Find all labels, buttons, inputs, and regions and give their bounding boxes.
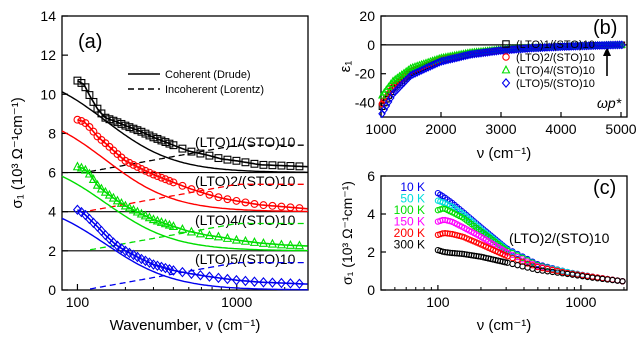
data-point (620, 279, 625, 284)
y-tick-label: 10 (40, 86, 56, 102)
y-tick-label: 4 (48, 204, 56, 220)
panel-c-sample-label: (LTO)2/(STO)10 (509, 230, 610, 246)
y-tick-label: 4 (367, 206, 375, 222)
x-tick-label: 1000 (365, 121, 396, 137)
plasma-frequency-label: ωp* (597, 95, 622, 111)
y-tick-label: 2 (367, 244, 375, 260)
panel-c-label: (c) (593, 177, 616, 199)
y-axis-title: ε₁ (337, 61, 354, 73)
y-tick-label: 6 (367, 168, 375, 184)
y-tick-label: 0 (48, 282, 56, 298)
y-tick-label: 14 (40, 8, 56, 24)
sample-label-5: (LTO)5/(STO)10 (195, 251, 296, 267)
x-tick-label: 100 (66, 294, 90, 310)
data-point (515, 263, 520, 268)
data-point (510, 261, 515, 266)
legend-label: (LTO)2/(STO)10 (516, 52, 595, 64)
panel-a-legend: Coherent (Drude) Incoherent (Lorentz) (128, 69, 264, 96)
drude-curve (62, 92, 308, 173)
x-tick-label: 4000 (545, 121, 576, 137)
panel-b: (b) ωp* -40 -20 0 20 1000 2000 3000 4000 5000 ν (… (337, 8, 637, 162)
temperature-label: 300 K (394, 238, 425, 252)
plot-frame (62, 16, 308, 290)
y-tick-label: 12 (40, 47, 56, 63)
sample-label-2: (LTO)2/(STO)10 (195, 173, 296, 189)
panel-c: (c) (LTO)2/(STO)10 0 2 4 6 100 1000 ν (cm⁻¹) σ₁… (339, 168, 627, 334)
panel-b-label: (b) (593, 17, 617, 39)
x-axis-title: Wavenumber, ν (cm⁻¹) (110, 317, 261, 334)
x-tick-label: 1000 (221, 294, 252, 310)
legend-label: (LTO)4/(STO)10 (516, 65, 595, 77)
y-axis-title: σ₁ (10³ Ω⁻¹cm⁻¹) (339, 181, 355, 285)
legend-incoherent-label: Incoherent (Lorentz) (165, 84, 264, 96)
y-tick-label: -40 (355, 95, 375, 111)
data-point (615, 278, 620, 283)
y-tick-label: 8 (48, 125, 56, 141)
x-axis-title: ν (cm⁻¹) (477, 145, 532, 162)
y-axis-title: σ₁ (10³ Ω⁻¹cm⁻¹) (9, 97, 26, 208)
x-tick-label: 5000 (605, 121, 636, 137)
legend-label: (LTO)5/(STO)10 (516, 78, 595, 90)
panel-a: (a) Coherent (Drude) Incoherent (Lorentz… (9, 8, 308, 334)
panel-b-legend: (LTO)1/(STO)10(LTO)2/(STO)10(LTO)4/(STO)… (502, 39, 594, 90)
legend-label: (LTO)1/(STO)10 (516, 39, 595, 51)
x-axis-title: ν (cm⁻¹) (477, 317, 532, 334)
sample-label-4: (LTO)4/(STO)10 (195, 212, 296, 228)
legend-marker (502, 66, 509, 73)
y-tick-label: 20 (359, 8, 375, 24)
legend-coherent-label: Coherent (Drude) (165, 69, 251, 81)
y-tick-label: 0 (367, 37, 375, 53)
x-tick-label: 3000 (485, 121, 516, 137)
x-tick-label: 1000 (565, 294, 596, 310)
series-2 (62, 116, 308, 211)
legend-marker (502, 79, 509, 87)
x-tick-label: 100 (426, 294, 450, 310)
y-tick-label: 2 (48, 243, 56, 259)
y-tick-label: 0 (367, 282, 375, 298)
legend-marker (503, 54, 509, 60)
x-tick-label: 2000 (425, 121, 456, 137)
series-150-K (435, 217, 625, 283)
y-tick-label: 6 (48, 165, 56, 181)
y-tick-label: -20 (355, 66, 375, 82)
panel-a-label: (a) (78, 31, 102, 53)
sample-label-1: (LTO)1/(STO)10 (195, 134, 296, 150)
